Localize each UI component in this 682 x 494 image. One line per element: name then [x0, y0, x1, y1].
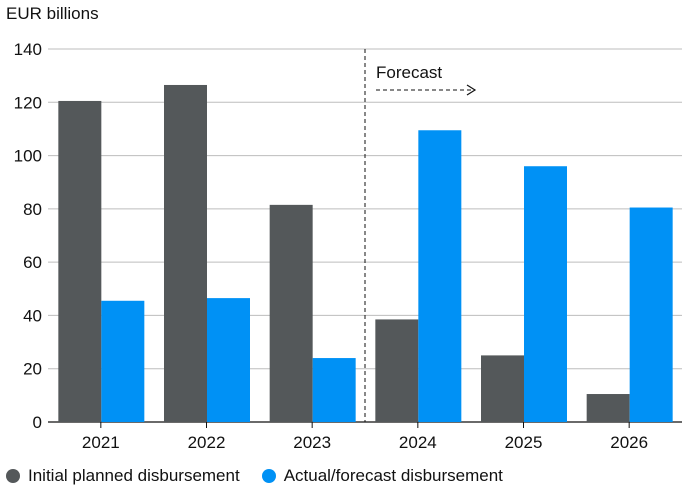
x-tick-label: 2024: [399, 433, 437, 452]
legend-label-actual: Actual/forecast disbursement: [283, 466, 503, 485]
legend-item-initial: Initial planned disbursement: [6, 466, 240, 486]
y-tick-label: 40: [23, 306, 42, 325]
y-tick-label: 0: [33, 413, 42, 432]
forecast-arrow-head: [466, 84, 477, 96]
x-tick-label: 2026: [610, 433, 648, 452]
x-tick-label: 2021: [82, 433, 120, 452]
y-tick-label: 20: [23, 360, 42, 379]
y-tick-label: 60: [23, 253, 42, 272]
bar-initial-2026: [586, 394, 630, 422]
bar-actual-2026: [629, 207, 673, 422]
bar-initial-2023: [269, 204, 313, 422]
bar-initial-2025: [481, 355, 524, 422]
bar-initial-2024: [375, 319, 419, 422]
legend: Initial planned disbursement Actual/fore…: [6, 466, 525, 486]
x-tick-label: 2023: [293, 433, 331, 452]
y-tick-label: 100: [14, 147, 42, 166]
bar-actual-2021: [101, 300, 145, 422]
legend-swatch-initial: [6, 469, 20, 483]
y-tick-label: 80: [23, 200, 42, 219]
legend-item-actual: Actual/forecast disbursement: [261, 466, 503, 486]
bars: [58, 84, 673, 422]
bar-initial-2022: [164, 84, 207, 422]
y-axis-unit-label: EUR billions: [6, 4, 99, 23]
x-tick-label: 2025: [505, 433, 543, 452]
y-tick-label: 140: [14, 40, 42, 59]
x-tick-label: 2022: [188, 433, 226, 452]
bar-initial-2021: [58, 100, 102, 422]
y-tick-label: 120: [14, 93, 42, 112]
bar-actual-2025: [524, 166, 567, 422]
legend-label-initial: Initial planned disbursement: [28, 466, 240, 485]
bar-actual-2024: [418, 130, 462, 422]
legend-swatch-actual: [261, 469, 276, 483]
bar-actual-2023: [312, 358, 356, 422]
y-axis-ticks: 0 20 40 60 80 100 120 140: [14, 40, 42, 432]
forecast-label: Forecast: [376, 63, 442, 82]
bar-actual-2022: [207, 298, 250, 422]
forecast-annotation: Forecast: [364, 49, 477, 422]
x-axis-ticks: 2021 2022 2023 2024 2025 2026: [82, 422, 648, 452]
